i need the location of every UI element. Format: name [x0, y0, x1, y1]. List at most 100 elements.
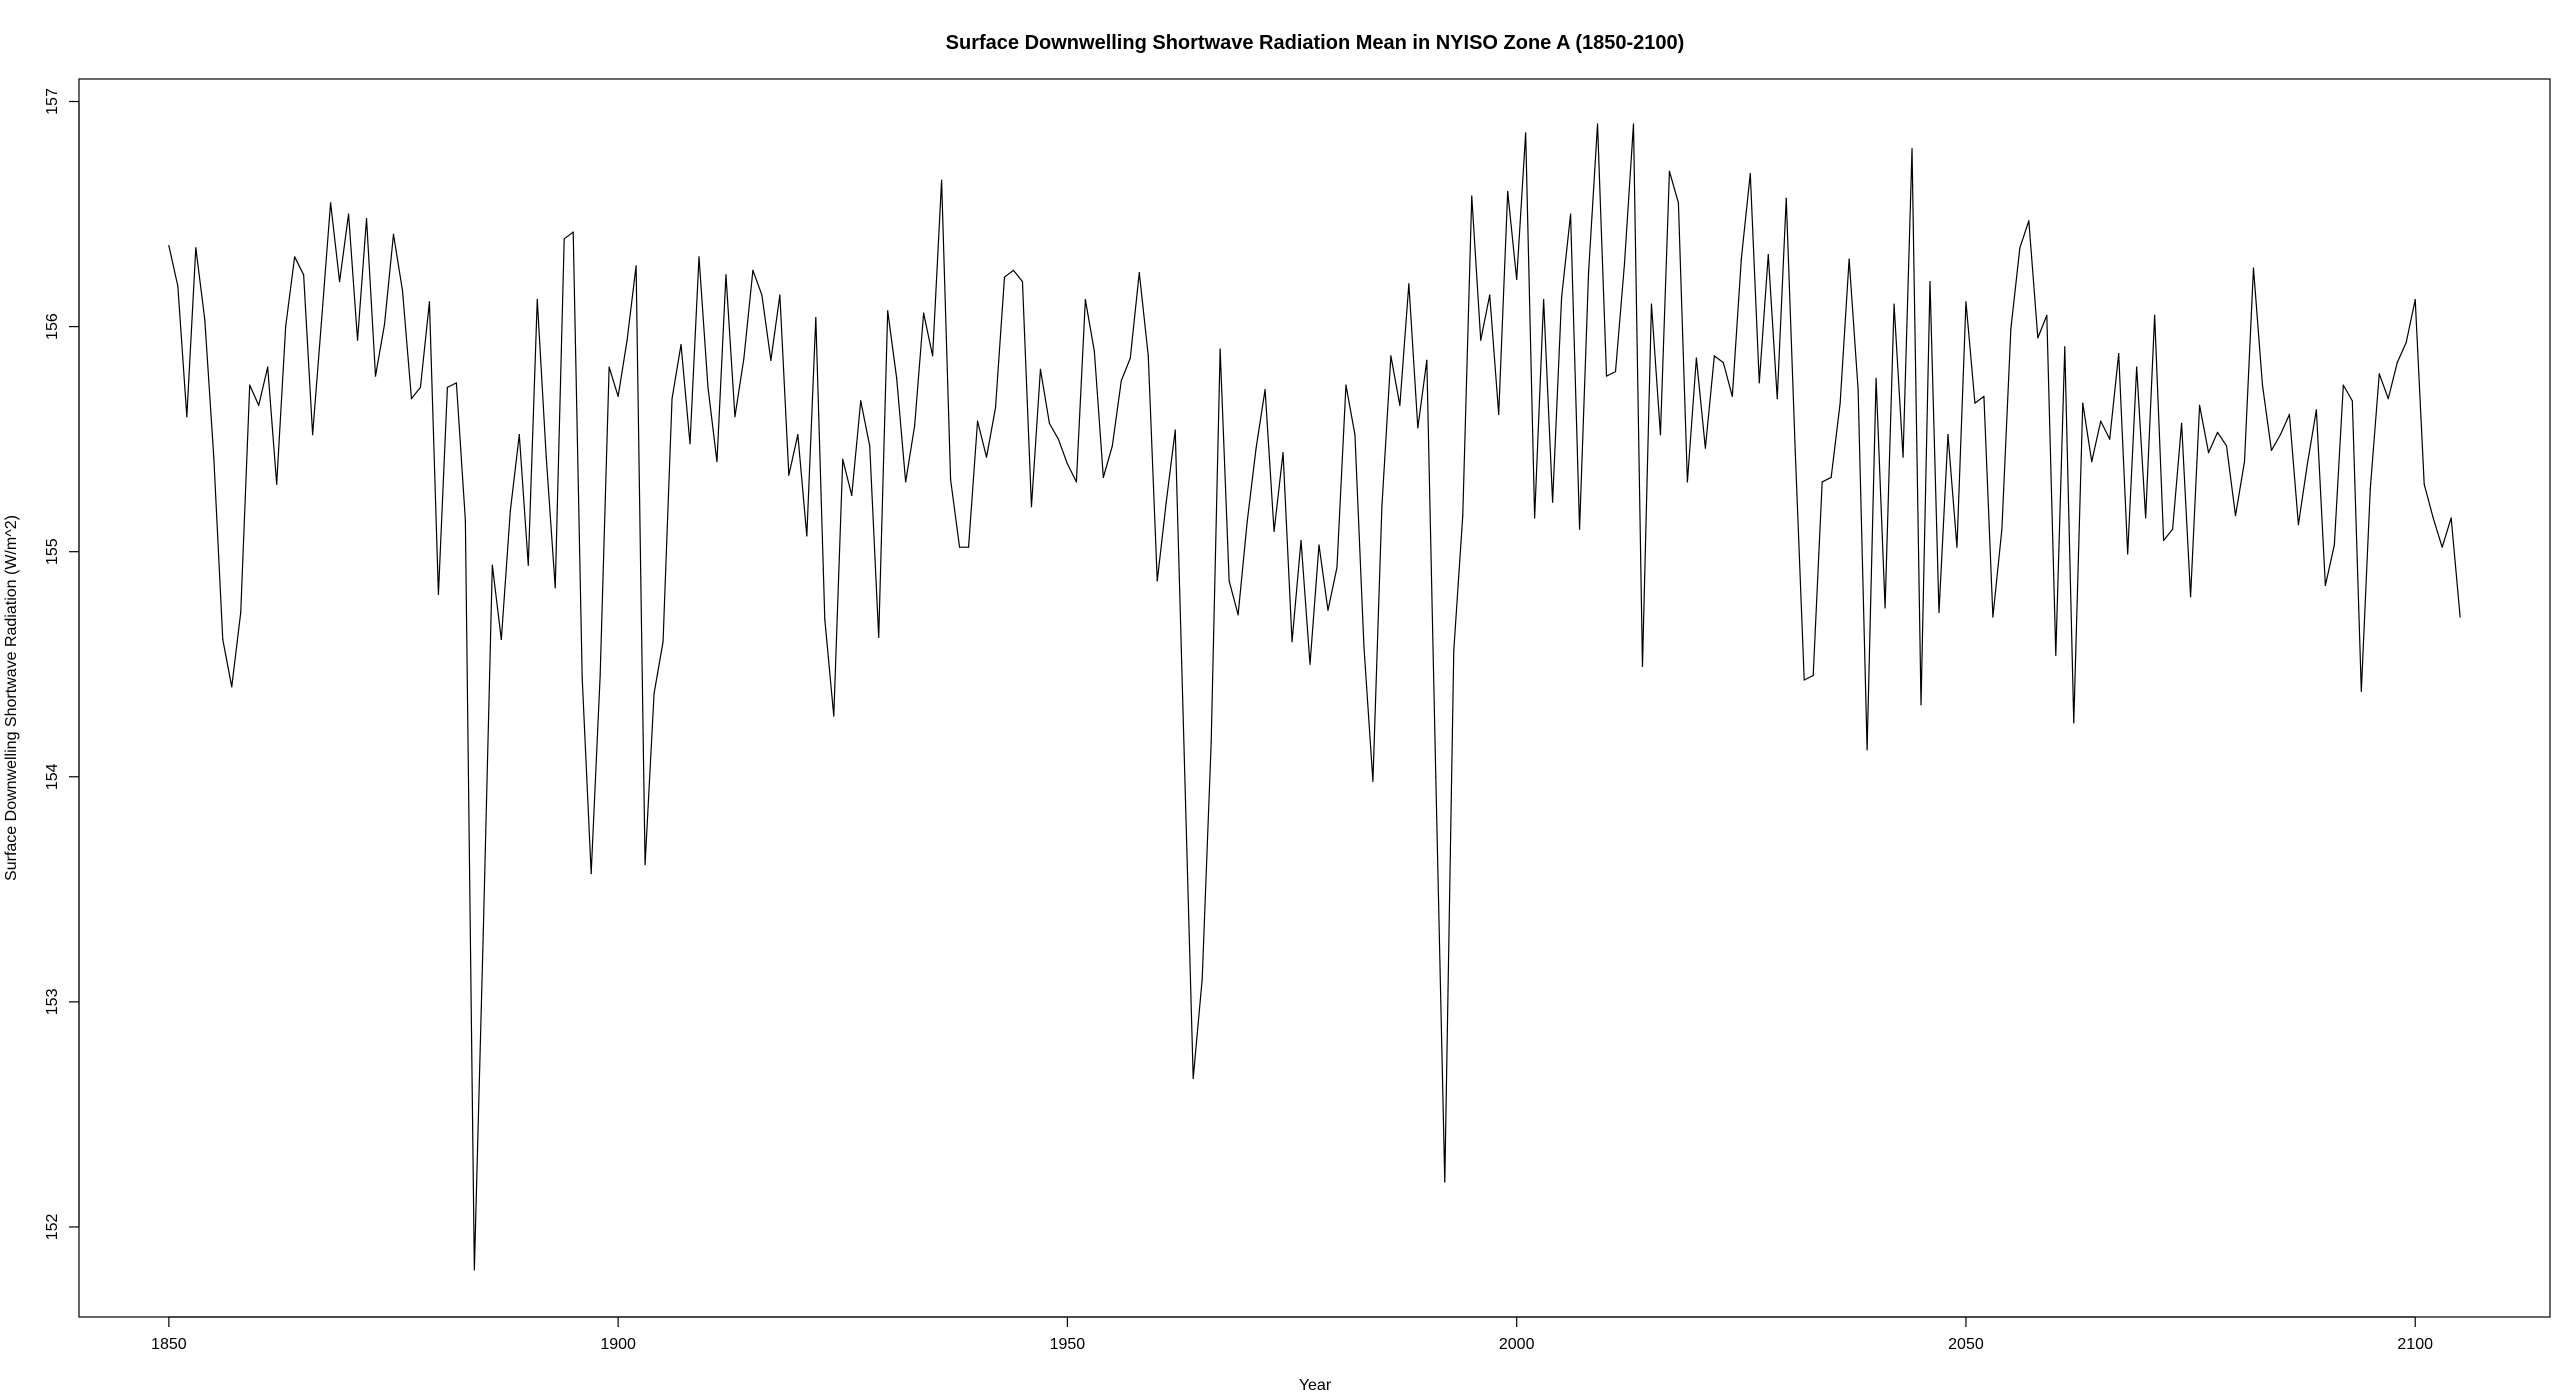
x-axis-label: Year — [1299, 1377, 1332, 1394]
data-point — [1578, 528, 1581, 530]
data-point — [2037, 337, 2039, 339]
data-point — [1983, 395, 1985, 397]
data-point — [1021, 280, 1024, 283]
data-point — [2450, 517, 2452, 519]
chart-title: Surface Downwelling Shortwave Radiation … — [946, 32, 1685, 54]
data-point — [1183, 753, 1185, 755]
data-point — [1453, 650, 1455, 652]
data-point — [698, 256, 700, 258]
data-point — [2261, 384, 2264, 386]
data-point — [958, 546, 961, 548]
data-point — [1839, 402, 1841, 404]
data-point — [1318, 544, 1320, 546]
data-point — [1893, 303, 1895, 305]
data-point — [1848, 258, 1850, 260]
data-point — [1381, 506, 1383, 508]
data-point — [914, 425, 916, 427]
data-point — [1093, 350, 1095, 352]
data-point — [1246, 521, 1248, 524]
data-point — [1659, 434, 1662, 436]
x-tick-label: 1900 — [600, 1336, 636, 1353]
data-point — [2369, 488, 2371, 490]
data-point — [2315, 409, 2317, 411]
x-tick-label: 1950 — [1050, 1336, 1086, 1353]
data-point — [1902, 456, 1904, 458]
data-point — [2091, 461, 2093, 463]
data-point — [2360, 690, 2362, 692]
data-point — [1552, 501, 1554, 503]
data-point — [2073, 722, 2075, 724]
data-point — [1938, 611, 1940, 614]
data-point — [2207, 452, 2210, 454]
data-point — [177, 285, 179, 287]
data-point — [2423, 483, 2425, 485]
data-point — [1390, 355, 1392, 357]
data-point — [635, 265, 637, 267]
data-point — [410, 398, 413, 400]
data-point — [1426, 359, 1428, 361]
data-point — [941, 179, 943, 181]
data-point — [689, 443, 691, 445]
data-point — [2163, 539, 2165, 542]
data-point — [1039, 368, 1042, 370]
data-point — [195, 247, 197, 249]
data-point — [1129, 357, 1131, 359]
data-point — [536, 298, 538, 301]
data-point — [1507, 190, 1509, 193]
data-point — [392, 233, 395, 235]
data-point — [2459, 616, 2461, 618]
data-point — [932, 355, 934, 357]
data-point — [1668, 170, 1671, 172]
data-point — [1111, 445, 1113, 447]
data-point — [2243, 461, 2246, 463]
data-point — [365, 217, 368, 220]
data-point — [2351, 400, 2353, 402]
data-point — [1030, 506, 1033, 508]
data-point — [1974, 402, 1976, 404]
data-point — [1767, 253, 1769, 256]
data-point — [869, 445, 871, 447]
data-point — [1605, 375, 1608, 377]
data-point — [1561, 296, 1563, 298]
y-tick-label: 153 — [44, 988, 61, 1015]
data-point — [599, 674, 601, 677]
data-point — [1066, 463, 1068, 465]
data-point — [2046, 314, 2048, 316]
data-point — [2100, 420, 2102, 422]
data-point — [1884, 607, 1886, 609]
data-point — [2414, 298, 2416, 301]
data-point — [1003, 276, 1006, 278]
data-point — [1120, 380, 1122, 382]
data-point — [527, 564, 529, 566]
data-point — [734, 416, 736, 418]
data-point — [671, 398, 673, 400]
data-point — [1372, 780, 1374, 782]
data-point — [761, 294, 763, 296]
data-point — [356, 339, 359, 341]
data-point — [985, 456, 988, 458]
data-point — [1911, 148, 1913, 150]
data-point — [374, 375, 377, 377]
data-point — [949, 479, 952, 481]
data-point — [1929, 280, 1931, 283]
data-point — [1641, 665, 1644, 668]
data-point — [1569, 213, 1572, 215]
data-point — [1300, 539, 1302, 542]
x-axis: 1850 1900 1950 2000 2050 2100 — [151, 1316, 2433, 1353]
data-point — [168, 244, 170, 247]
data-point — [1075, 481, 1077, 483]
data-point — [1012, 269, 1015, 271]
data-point — [1534, 517, 1536, 519]
x-tick-label: 2050 — [1948, 1336, 1984, 1353]
data-point — [1866, 749, 1868, 751]
data-point — [2055, 654, 2057, 656]
data-point — [1543, 298, 1545, 301]
series-line — [168, 123, 2461, 1271]
data-point — [186, 416, 188, 418]
data-point — [2333, 544, 2335, 546]
data-point — [887, 310, 889, 312]
data-point — [1102, 476, 1104, 479]
y-tick-label: 152 — [44, 1214, 61, 1241]
data-point — [1363, 645, 1365, 647]
data-point — [312, 434, 314, 436]
